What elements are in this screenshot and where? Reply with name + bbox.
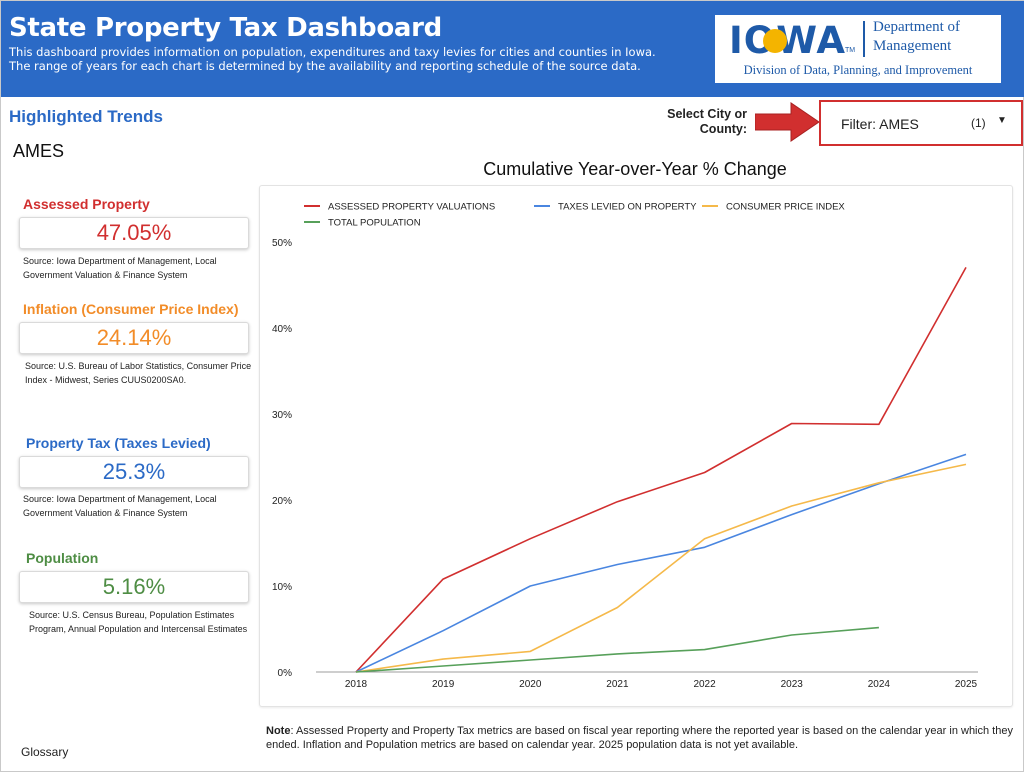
- line-chart: 0% 10% 20% 30% 40% 50% 2018 2019 2020 2021 2022 202…: [272, 202, 978, 690]
- logo-trademark: TM: [845, 47, 856, 54]
- metric-card-inflation: 24.14%: [19, 322, 249, 354]
- filter-label: Select City or County:: [641, 107, 747, 137]
- legend-label: TOTAL POPULATION: [328, 218, 421, 229]
- x-tick-label: 2019: [432, 679, 455, 690]
- metric-card-property-tax: 25.3%: [19, 456, 249, 488]
- x-tick-label: 2020: [519, 679, 542, 690]
- header-description-line-2: The range of years for each chart is det…: [9, 59, 641, 73]
- logo-wordmark: IOWA: [729, 19, 847, 62]
- metric-source-inflation: Source: U.S. Bureau of Labor Statistics,…: [25, 361, 252, 385]
- section-title: Highlighted Trends: [9, 107, 163, 126]
- metric-card-assessed-property: 47.05%: [19, 217, 249, 249]
- logo-divider: [863, 21, 865, 57]
- series-line: [355, 463, 967, 673]
- y-tick-label: 30%: [272, 410, 292, 421]
- y-tick-label: 40%: [272, 324, 292, 335]
- y-tick-label: 50%: [272, 238, 292, 249]
- legend-label: CONSUMER PRICE INDEX: [726, 202, 845, 213]
- metric-title-inflation: Inflation (Consumer Price Index): [23, 301, 239, 317]
- series-line: [355, 626, 879, 673]
- chart-note: Note: Assessed Property and Property Tax…: [266, 724, 1016, 752]
- filter-selected: Filter: AMES: [841, 116, 919, 132]
- logo-department-line-2: Management: [873, 38, 952, 54]
- y-tick-label: 20%: [272, 496, 292, 507]
- filter-label-line-1: Select City or: [667, 107, 747, 121]
- city-name: AMES: [13, 141, 65, 161]
- filter-count: (1): [971, 116, 986, 130]
- note-label: Note: [266, 725, 291, 737]
- chart-title: Cumulative Year-over-Year % Change: [483, 159, 787, 179]
- x-tick-label: 2025: [955, 679, 978, 690]
- x-tick-label: 2018: [345, 679, 368, 690]
- y-tick-label: 10%: [272, 582, 292, 593]
- metric-source-assessed-property: Source: Iowa Department of Management, L…: [23, 256, 217, 280]
- metric-title-assessed-property: Assessed Property: [23, 196, 150, 212]
- legend-label: ASSESSED PROPERTY VALUATIONS: [328, 202, 495, 213]
- iowa-dom-logo[interactable]: IOWA TM Department of Management Divisio…: [715, 15, 1001, 83]
- metric-title-property-tax: Property Tax (Taxes Levied): [26, 435, 211, 451]
- glossary-link[interactable]: Glossary: [21, 745, 69, 759]
- header-description-line-1: This dashboard provides information on p…: [9, 45, 656, 59]
- arrow-right-icon: [755, 102, 820, 142]
- x-tick-label: 2022: [693, 679, 716, 690]
- note-text: : Assessed Property and Property Tax met…: [266, 725, 1013, 751]
- logo-department-line-1: Department of: [873, 19, 961, 35]
- filter-prefix: Filter: [841, 116, 873, 132]
- caret-down-icon[interactable]: ▼: [997, 115, 1007, 126]
- filter-value: AMES: [879, 116, 919, 132]
- page-title: State Property Tax Dashboard: [9, 13, 442, 43]
- metric-card-population: 5.16%: [19, 571, 249, 603]
- legend-label: TAXES LEVIED ON PROPERTY: [558, 202, 697, 213]
- line-chart-panel: 0% 10% 20% 30% 40% 50% 2018 2019 2020 2021 2022 202…: [259, 185, 1013, 707]
- metric-title-population: Population: [26, 550, 99, 566]
- metric-source-property-tax: Source: Iowa Department of Management, L…: [23, 494, 217, 518]
- filter-label-line-2: County:: [699, 122, 747, 136]
- y-tick-label: 0%: [278, 668, 293, 679]
- series-line: [355, 453, 967, 673]
- x-tick-label: 2023: [781, 679, 804, 690]
- x-tick-label: 2021: [606, 679, 629, 690]
- series-line: [355, 267, 967, 673]
- header-banner: State Property Tax Dashboard This dashbo…: [1, 1, 1024, 97]
- city-county-filter[interactable]: Filter: AMES (1) ▼: [819, 100, 1023, 146]
- x-tick-label: 2024: [868, 679, 891, 690]
- metric-source-population: Source: U.S. Census Bureau, Population E…: [29, 610, 248, 634]
- logo-division: Division of Data, Planning, and Improvem…: [743, 63, 973, 77]
- sun-icon: [763, 29, 787, 53]
